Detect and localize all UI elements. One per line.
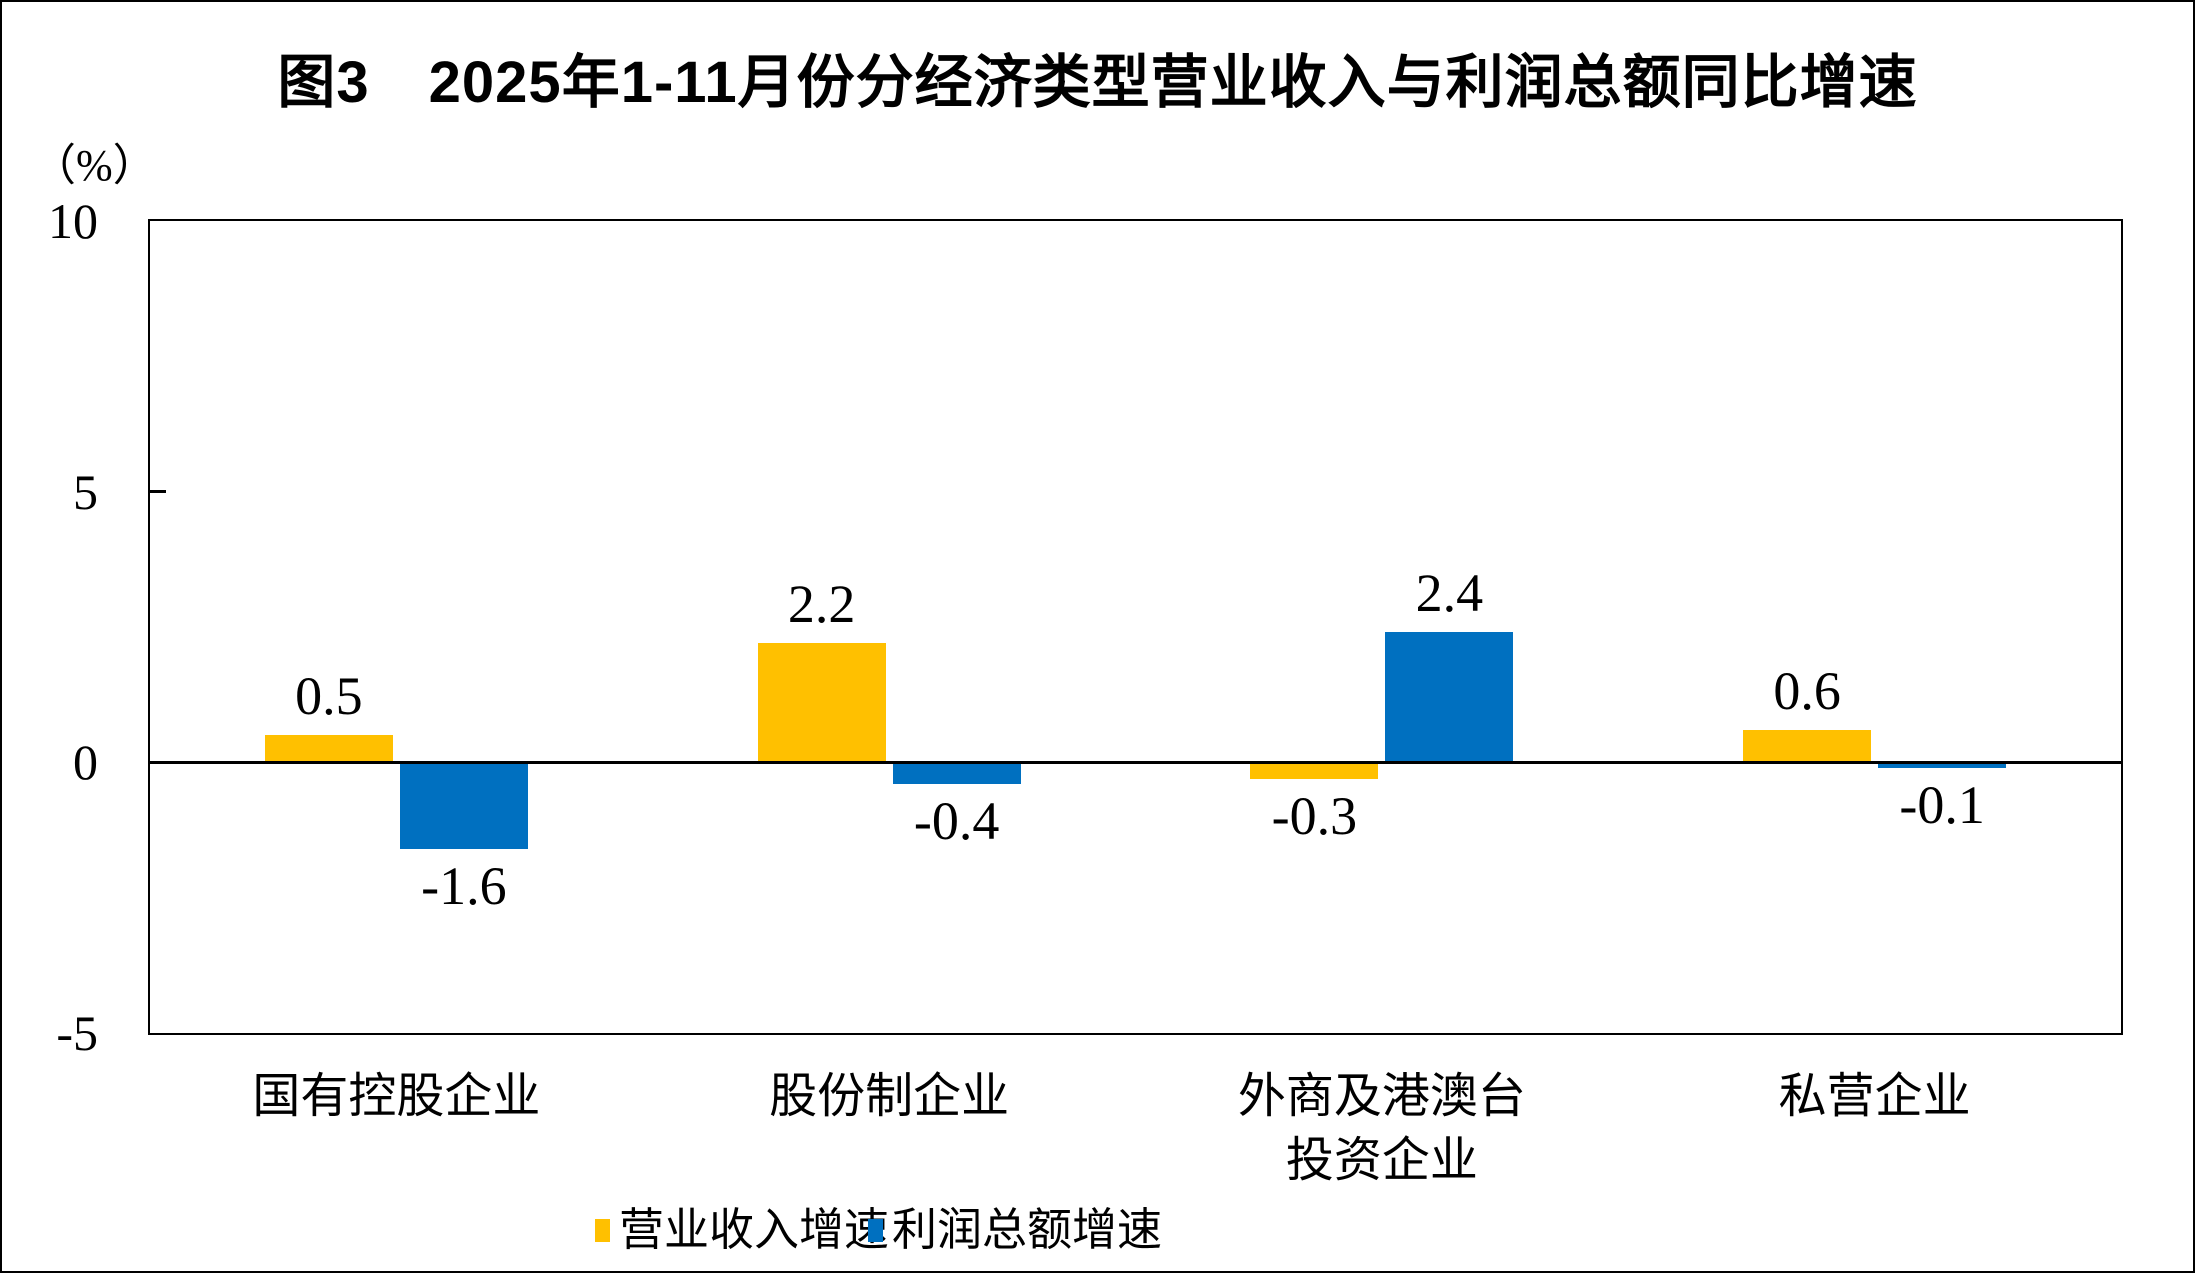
bar-value-label: 2.4 [1415, 563, 1484, 624]
bar-revenue-group2 [757, 643, 886, 763]
bar-value-label: -0.4 [913, 790, 1000, 851]
bar-profit-group3 [1385, 632, 1514, 763]
legend-item: 营业收入增速 [595, 1202, 889, 1258]
bar-value-label: 0.5 [295, 666, 363, 727]
y-tick-label: -5 [56, 1005, 98, 1061]
category-label: 股份制企业 [769, 1070, 1010, 1123]
bar-value-label: -0.1 [1899, 774, 1985, 835]
bar-value-label: -1.6 [421, 855, 507, 916]
bar-profit-group2 [892, 762, 1021, 784]
bar-value-label: -0.3 [1271, 785, 1358, 846]
category-label: 国有控股企业 [252, 1070, 541, 1123]
bar-revenue-group3 [1250, 762, 1379, 779]
y-tick-label: 10 [48, 193, 98, 249]
bar-value-label: 2.2 [787, 574, 856, 635]
legend-item: 利润总额增速 [868, 1202, 1162, 1258]
plot-area: 0.5 2.2 -0.3 0.6 -1.6 -0.4 2.4 -0.1 [148, 219, 2123, 1035]
bar-profit-group4 [1878, 762, 2007, 768]
y-tick-mark [150, 490, 166, 494]
category-label: 私营企业 [1778, 1070, 1971, 1123]
chart-title: 图3 2025年1-11月份分经济类型营业收入与利润总额同比增速 [277, 50, 1918, 115]
bar-value-label: 0.6 [1773, 660, 1841, 721]
legend-label: 利润总额增速 [892, 1205, 1163, 1255]
bar-revenue-group4 [1743, 729, 1872, 763]
legend-swatch-icon [868, 1218, 883, 1242]
legend-label: 营业收入增速 [619, 1205, 890, 1255]
category-label: 外商及港澳台 投资企业 [1237, 1070, 1526, 1187]
bar-profit-group1 [399, 762, 528, 849]
y-tick-label: 0 [73, 734, 98, 791]
y-axis-unit-label: （%） [32, 141, 157, 190]
bar-revenue-group1 [264, 735, 393, 763]
zero-axis-line [150, 760, 2121, 764]
y-tick-label: 5 [73, 463, 98, 520]
legend-swatch-icon [595, 1218, 610, 1242]
